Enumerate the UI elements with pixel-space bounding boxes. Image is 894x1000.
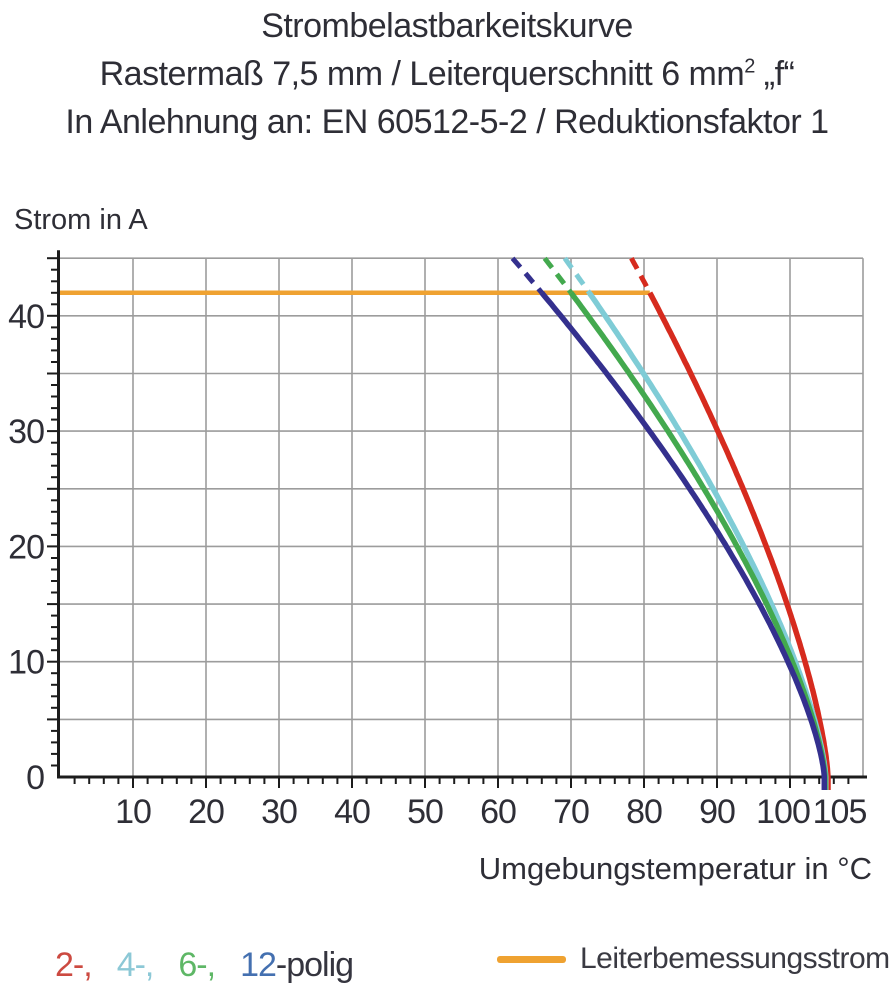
x-tick-label-60: 60 xyxy=(480,793,516,831)
chart-title-block: Strombelastbarkeitskurve Rastermaß 7,5 m… xyxy=(0,2,894,146)
curve-6-polig xyxy=(542,256,828,790)
curve-12-polig xyxy=(510,256,828,790)
x-tick-label-70: 70 xyxy=(553,793,589,831)
rated-line-label: Leiterbemessungsstrom xyxy=(580,942,890,975)
x-tick-label-80: 80 xyxy=(626,793,662,831)
y-tick-label-30: 30 xyxy=(8,413,44,451)
legend-rated: Leiterbemessungsstrom xyxy=(497,942,890,976)
legend-pole-item-6: 6-, xyxy=(178,946,216,984)
y-tick-label-20: 20 xyxy=(8,528,44,566)
curve-12-polig-dashed xyxy=(510,256,544,295)
page-title-line2: Rastermaß 7,5 mm / Leiterquerschnitt 6 m… xyxy=(99,55,795,93)
chart-canvas: 10 20 30 40 50 60 70 80 90 100 105 0 10 20 30 40 xyxy=(8,250,867,831)
curve-2-polig xyxy=(629,257,831,790)
x-tick-label-100: 100 xyxy=(756,793,810,831)
y-tick-label-40: 40 xyxy=(8,298,44,336)
y-tick-label-0: 0 xyxy=(26,759,44,797)
axes xyxy=(57,250,867,779)
x-tick-label-10: 10 xyxy=(115,793,151,831)
x-tick-label-90: 90 xyxy=(699,793,735,831)
curve-6-polig-dashed xyxy=(542,256,573,295)
curve-6-polig-solid xyxy=(568,291,828,790)
tick-labels: 10 20 30 40 50 60 70 80 90 100 105 0 10 20 30 40 xyxy=(8,298,867,831)
x-tick-label-50: 50 xyxy=(407,793,443,831)
page-title-line3: In Anlehnung an: EN 60512-5-2 / Reduktio… xyxy=(65,103,829,141)
axis-ticks xyxy=(47,257,850,788)
legend-pole-item-12: 12 -polig xyxy=(240,946,354,984)
superscript-2: 2 xyxy=(744,55,755,78)
curve-12-polig-solid xyxy=(539,291,828,790)
page-title-line1: Strombelastbarkeitskurve xyxy=(261,7,633,45)
rated-line-swatch xyxy=(497,955,566,963)
x-axis-title: Umgebungstemperatur in °C xyxy=(478,851,872,886)
x-tick-label-105: 105 xyxy=(813,793,867,831)
legend-poles: 2-, 4-, 6-, 12 -polig xyxy=(55,946,354,985)
curve-4-polig-dashed xyxy=(562,256,592,295)
y-axis-title: Strom in A xyxy=(14,204,148,236)
grid xyxy=(60,257,864,777)
legend-pole-item-4: 4-, xyxy=(116,946,155,984)
curve-2-polig-dashed xyxy=(629,257,653,294)
x-tick-label-20: 20 xyxy=(188,793,224,831)
y-tick-label-10: 10 xyxy=(8,644,44,682)
x-tick-label-40: 40 xyxy=(334,793,370,831)
curve-2-polig-solid xyxy=(647,291,831,790)
x-tick-label-30: 30 xyxy=(261,793,297,831)
legend-pole-item-2: 2-, xyxy=(55,946,93,984)
legend-pole-suffix: -polig xyxy=(275,946,354,984)
